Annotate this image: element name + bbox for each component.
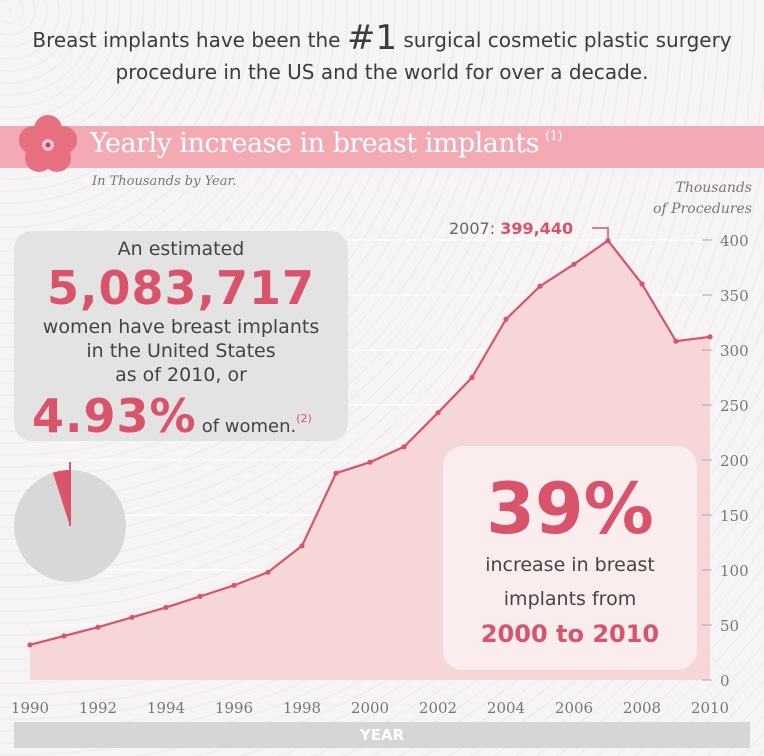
stat-percent-suffix: of women. xyxy=(201,416,297,437)
stat-line3: as of 2010, or xyxy=(115,364,247,386)
data-point xyxy=(265,569,271,575)
x-tick-label: 2008 xyxy=(623,699,661,717)
pie-slice xyxy=(52,470,70,526)
data-point xyxy=(435,410,441,416)
callout-range: 2000 to 2010 xyxy=(480,620,660,648)
chart-title-ref: (1) xyxy=(545,129,562,144)
data-point xyxy=(367,459,373,465)
data-point xyxy=(639,281,645,287)
callout-line1: increase in breast xyxy=(485,554,655,576)
x-tick-label: 2010 xyxy=(691,699,729,717)
x-tick-label: 1994 xyxy=(147,699,185,717)
callout-percent: 39% xyxy=(486,468,654,550)
data-point xyxy=(469,374,475,381)
x-tick-label: 2000 xyxy=(351,699,389,717)
stat-intro: An estimated xyxy=(117,238,245,260)
data-point xyxy=(129,614,135,620)
stat-line1: women have breast implants xyxy=(42,316,320,338)
stat-count: 5,083,717 xyxy=(47,261,315,315)
headline-rank: #1 xyxy=(346,18,397,58)
data-point xyxy=(299,543,305,549)
headline-post: surgical cosmetic plastic surgery xyxy=(403,28,732,52)
y-tick-label: 350 xyxy=(720,287,749,305)
data-point xyxy=(197,593,203,600)
data-point xyxy=(537,283,543,289)
y-tick-label: 150 xyxy=(720,507,749,525)
data-point xyxy=(401,444,407,450)
x-tick-label: 2002 xyxy=(419,699,457,717)
chart-subtitle: In Thousands by Year. xyxy=(92,174,237,189)
y-tick-label: 200 xyxy=(720,452,749,470)
peak-label-year: 2007: xyxy=(449,219,496,238)
y-tick-label: 100 xyxy=(720,562,749,580)
x-tick-label: 1996 xyxy=(215,699,253,717)
x-tick-label: 1998 xyxy=(283,699,321,717)
callout: 39% increase in breast implants from 200… xyxy=(443,470,697,652)
data-point xyxy=(95,624,101,630)
y-tick-label: 50 xyxy=(720,617,739,635)
callout-line2: implants from xyxy=(503,588,637,610)
x-tick-label: 2006 xyxy=(555,699,593,717)
y-tick-label: 250 xyxy=(720,397,749,415)
data-point xyxy=(333,470,339,476)
y-tick-label: 400 xyxy=(720,232,749,250)
stat-line2: in the United States xyxy=(86,340,276,362)
data-point xyxy=(163,604,169,611)
y-tick-label: 300 xyxy=(720,342,749,360)
stat-box xyxy=(14,231,348,441)
callout-box xyxy=(443,446,697,670)
stat-percent: 4.93% xyxy=(32,389,197,443)
stat-percent-row: 4.93% of women.(2) xyxy=(32,389,312,443)
y-tick-label: 0 xyxy=(720,672,730,690)
x-tick-label: 2004 xyxy=(487,699,525,717)
x-tick-label: 1992 xyxy=(79,699,117,717)
data-point xyxy=(27,642,33,648)
peak-leader-line xyxy=(592,227,609,239)
chart-title: Yearly increase in breast implants (1) xyxy=(90,128,562,159)
stat-text: An estimated 5,083,717 women have breast… xyxy=(14,237,348,387)
flower-icon xyxy=(19,115,77,172)
headline-line2: procedure in the US and the world for ov… xyxy=(115,60,649,84)
headline-pre: Breast implants have been the xyxy=(32,28,341,52)
peak-label-value: 399,440 xyxy=(500,219,574,238)
data-point xyxy=(61,633,67,639)
x-axis-title: YEAR xyxy=(14,722,750,748)
title-band xyxy=(0,126,764,168)
pie-chart xyxy=(14,462,126,582)
data-point xyxy=(605,238,611,244)
y-axis-label: Thousands of Procedures xyxy=(653,180,752,217)
x-tick-label: 1990 xyxy=(11,699,49,717)
data-point xyxy=(503,316,509,322)
data-point xyxy=(673,338,679,344)
data-point xyxy=(707,334,713,340)
data-point xyxy=(231,582,237,589)
data-point xyxy=(571,261,577,267)
headline: Breast implants have been the #1 surgica… xyxy=(0,21,764,88)
peak-label: 2007: 399,440 xyxy=(449,219,573,238)
stat-ref: (2) xyxy=(296,412,312,425)
